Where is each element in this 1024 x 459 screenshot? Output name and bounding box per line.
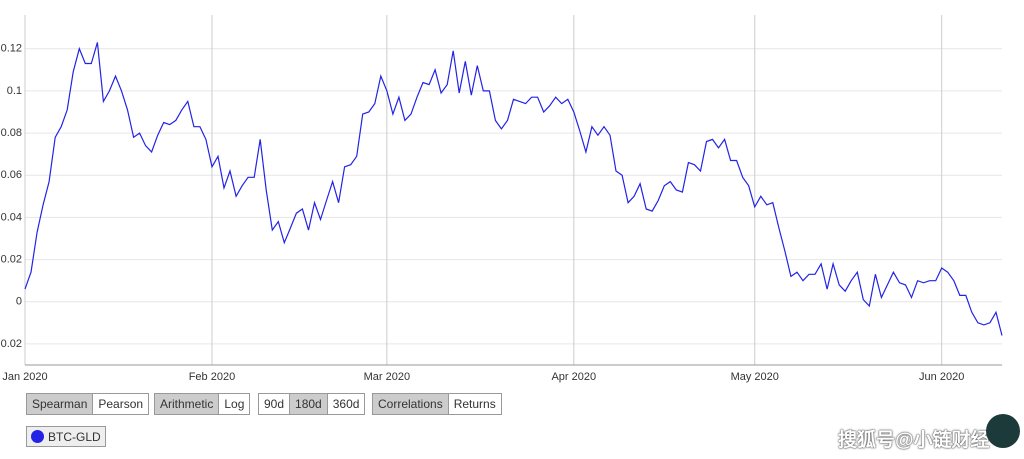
legend-item[interactable]: BTC-GLD — [26, 426, 106, 447]
toggle-button[interactable]: Log — [219, 394, 250, 414]
x-tick-label: Jan 2020 — [2, 371, 47, 383]
line — [24, 42, 1003, 336]
watermark: 搜狐号@小链财经 — [838, 430, 990, 451]
x-tick-label: Jun 2020 — [919, 371, 964, 383]
y-tick-label: 0.06 — [1, 169, 22, 181]
toggle-button[interactable]: Returns — [448, 394, 501, 414]
button-group: Correlations Returns — [372, 393, 502, 415]
button-group: Spearman Pearson — [26, 393, 150, 415]
y-tick-label: 0.02 — [1, 253, 22, 265]
toggle-button[interactable]: 360d — [327, 394, 365, 414]
y-tick-label: 0.12 — [1, 43, 22, 55]
x-tick-label: Mar 2020 — [364, 371, 410, 383]
toggle-button[interactable]: 180d — [290, 394, 328, 414]
button-group: Arithmetic Log — [154, 393, 251, 415]
x-tick-label: May 2020 — [731, 371, 779, 383]
y-tick-label: -0.02 — [0, 338, 22, 350]
x-tick-label: Feb 2020 — [189, 371, 235, 383]
toggle-button[interactable]: Arithmetic — [155, 394, 220, 414]
button-group: 90d 180d 360d — [258, 393, 366, 415]
scroll-top-button[interactable] — [986, 414, 1020, 448]
toggle-button[interactable]: Pearson — [93, 394, 149, 414]
legend-label: BTC-GLD — [48, 429, 101, 444]
y-tick-label: 0.1 — [7, 85, 22, 97]
x-tick-label: Apr 2020 — [551, 371, 596, 383]
y-tick-label: 0.04 — [1, 211, 22, 223]
toggle-button[interactable]: Correlations — [373, 394, 449, 414]
toggle-button[interactable]: Spearman — [27, 394, 94, 414]
toggle-button[interactable]: 90d — [259, 394, 291, 414]
legend-swatch — [31, 430, 44, 443]
y-tick-label: 0.08 — [1, 127, 22, 139]
y-tick-label: 0 — [16, 296, 22, 308]
chart: -0.02 0 0.02 0.04 0.06 0.08 0.1 0.12 Jan 2020 Feb… — [0, 15, 1003, 383]
